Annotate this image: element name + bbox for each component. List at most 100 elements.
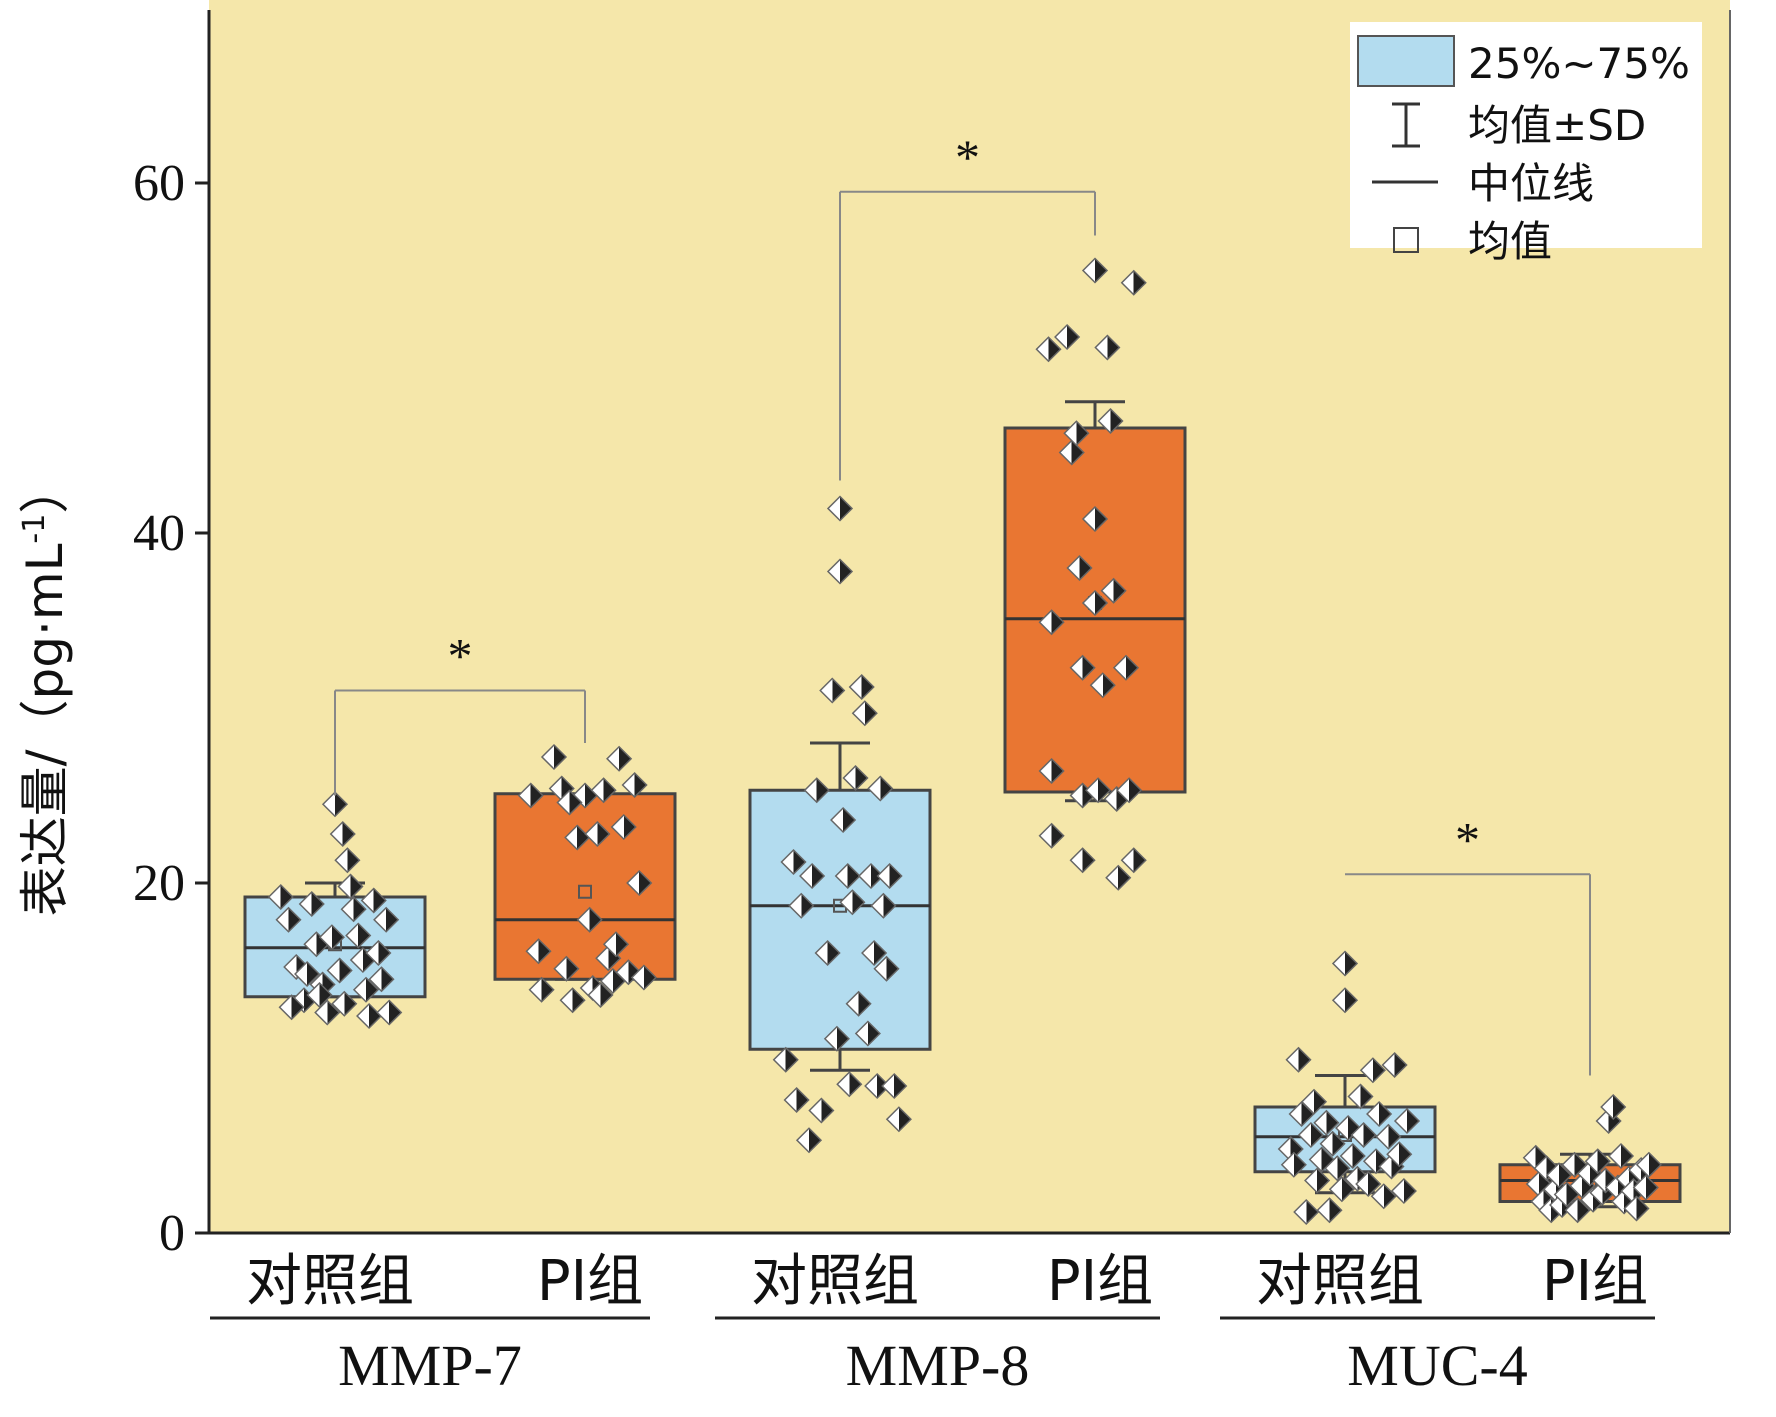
data-point <box>525 938 552 965</box>
data-point <box>795 1127 823 1154</box>
data-point <box>1280 1151 1307 1178</box>
data-point <box>360 887 387 914</box>
data-point <box>540 743 568 771</box>
data-point <box>621 771 648 799</box>
data-point <box>1097 407 1124 435</box>
data-point <box>340 896 367 923</box>
significance-star: * <box>1455 811 1480 867</box>
data-point <box>1632 1174 1659 1201</box>
data-point <box>799 862 826 890</box>
data-point <box>867 775 894 802</box>
data-point <box>1393 1107 1421 1135</box>
y-tick-label: 20 <box>133 855 185 912</box>
iqr-box <box>1003 426 1187 794</box>
data-point <box>1081 257 1109 284</box>
data-point <box>1081 505 1109 533</box>
box-mmp-8-control <box>748 741 932 1072</box>
data-point <box>584 820 611 848</box>
group-label: MUC-4 <box>1347 1333 1527 1398</box>
data-point <box>321 791 349 818</box>
data-point <box>803 777 830 804</box>
data-point <box>1112 654 1140 681</box>
data-point <box>517 782 544 809</box>
data-point <box>602 931 630 958</box>
data-point <box>1313 1109 1340 1136</box>
data-point <box>278 994 305 1021</box>
data-point <box>337 873 364 900</box>
data-point <box>630 964 657 991</box>
data-point <box>306 981 333 1009</box>
data-point <box>857 862 885 890</box>
y-tick-label: 40 <box>133 505 185 562</box>
data-point <box>334 847 361 874</box>
data-point <box>345 922 372 949</box>
data-point <box>1328 1176 1355 1203</box>
box-mmp-8-pi <box>1003 400 1187 803</box>
data-point <box>1390 1177 1417 1205</box>
iqr-box <box>748 788 932 1051</box>
data-point <box>1331 950 1359 977</box>
y-axis-label: 表达量/（pg·mL-1） <box>16 464 74 917</box>
data-point <box>1063 420 1090 447</box>
category-label: PI组 <box>1047 1249 1153 1314</box>
data-point <box>1120 269 1147 296</box>
data-point <box>854 1020 881 1047</box>
data-point <box>1094 334 1121 361</box>
data-point <box>1304 1167 1331 1194</box>
data-point <box>839 889 866 916</box>
data-point <box>590 777 617 804</box>
data-point <box>830 806 857 834</box>
data-point <box>553 955 580 982</box>
data-point <box>1293 1198 1320 1226</box>
data-point <box>1316 1197 1343 1224</box>
data-point <box>876 862 903 890</box>
data-point <box>606 745 633 772</box>
data-point <box>1069 654 1096 681</box>
category-label: 对照组 <box>246 1249 414 1314</box>
data-point <box>1116 777 1143 804</box>
significance-star: * <box>955 129 980 185</box>
data-point <box>1386 1141 1413 1168</box>
legend-label: 中位线 <box>1468 159 1594 208</box>
data-point <box>610 813 637 841</box>
data-point <box>326 957 353 984</box>
data-point <box>1085 777 1112 804</box>
data-point <box>368 966 395 993</box>
data-point <box>1347 1083 1374 1110</box>
category-label: 对照组 <box>751 1249 919 1314</box>
data-point <box>1375 1123 1402 1150</box>
data-point <box>834 862 861 890</box>
legend-label: 均值±SD <box>1468 101 1646 150</box>
data-point <box>823 1025 850 1052</box>
data-point <box>851 700 878 727</box>
data-point <box>1370 1183 1397 1210</box>
data-point <box>1066 554 1093 582</box>
data-point <box>1038 609 1065 636</box>
data-point <box>329 820 356 848</box>
data-point <box>1100 577 1127 604</box>
data-point <box>1285 1046 1312 1073</box>
data-point <box>1545 1162 1573 1189</box>
data-point <box>1381 1051 1408 1079</box>
data-point <box>788 892 815 919</box>
data-point <box>826 558 854 585</box>
data-point <box>1105 864 1132 891</box>
data-point <box>842 764 869 792</box>
group-label: MMP-7 <box>338 1333 522 1398</box>
data-point <box>1324 1155 1351 1182</box>
legend-box-icon <box>1357 35 1455 87</box>
legend-label: 25%~75% <box>1468 39 1690 88</box>
data-point <box>294 960 321 988</box>
category-label: 对照组 <box>1256 1249 1424 1314</box>
data-point <box>298 890 325 918</box>
mean-marker <box>578 884 592 899</box>
data-point <box>1300 1088 1328 1115</box>
data-point <box>365 939 392 967</box>
data-point <box>559 987 586 1014</box>
legend-mean-icon <box>1393 227 1419 253</box>
data-point <box>1038 757 1065 785</box>
data-point <box>275 906 302 933</box>
data-point <box>870 892 897 919</box>
